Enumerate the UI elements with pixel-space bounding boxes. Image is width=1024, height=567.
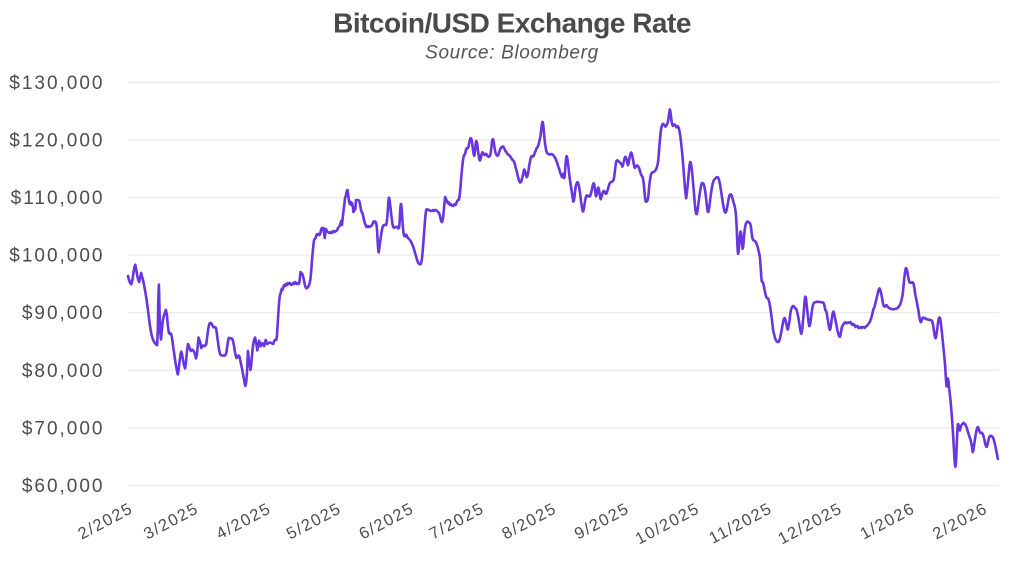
- svg-text:$130,000: $130,000: [9, 73, 104, 94]
- svg-text:$120,000: $120,000: [9, 130, 104, 151]
- svg-text:$60,000: $60,000: [22, 476, 105, 497]
- svg-text:Source: Bloomberg: Source: Bloomberg: [425, 43, 599, 64]
- svg-text:$100,000: $100,000: [9, 246, 104, 267]
- svg-text:$70,000: $70,000: [22, 418, 105, 439]
- svg-text:$110,000: $110,000: [11, 188, 105, 209]
- svg-text:$80,000: $80,000: [22, 361, 105, 382]
- svg-text:$90,000: $90,000: [22, 303, 105, 324]
- svg-text:Bitcoin/USD Exchange Rate: Bitcoin/USD Exchange Rate: [333, 7, 691, 38]
